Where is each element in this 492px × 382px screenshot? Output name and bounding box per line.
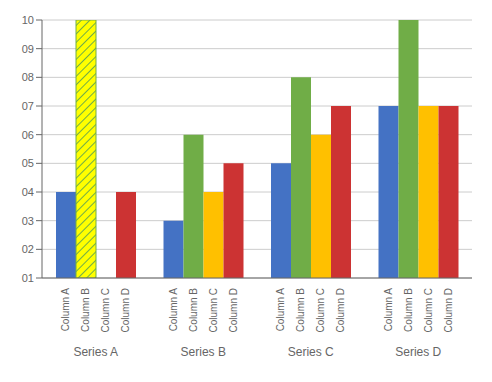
svg-text:Column B: Column B [403,288,414,332]
svg-text:Column D: Column D [228,288,239,332]
svg-text:Series C: Series C [288,345,334,359]
svg-text:10: 10 [22,14,34,26]
svg-text:09: 09 [22,43,34,55]
svg-text:Column A: Column A [275,288,286,332]
svg-text:Column A: Column A [168,288,179,332]
svg-text:Series D: Series D [395,345,441,359]
svg-text:Column B: Column B [295,288,306,332]
svg-text:Column B: Column B [80,288,91,332]
svg-text:Column A: Column A [383,288,394,332]
svg-text:Column D: Column D [335,288,346,332]
svg-text:Column C: Column C [423,288,434,332]
svg-text:Column B: Column B [188,288,199,332]
svg-text:Column C: Column C [208,288,219,332]
svg-text:Series B: Series B [181,345,226,359]
svg-text:05: 05 [22,157,34,169]
svg-text:Column C: Column C [100,288,111,332]
svg-text:04: 04 [22,186,34,198]
svg-text:03: 03 [22,215,34,227]
svg-text:02: 02 [22,243,34,255]
svg-text:07: 07 [22,100,34,112]
svg-text:01: 01 [22,272,34,284]
svg-text:Column D: Column D [120,288,131,332]
svg-text:Column A: Column A [60,288,71,332]
svg-text:Series A: Series A [73,345,118,359]
svg-text:08: 08 [22,71,34,83]
svg-text:Column D: Column D [443,288,454,332]
svg-text:06: 06 [22,129,34,141]
svg-text:Column C: Column C [315,288,326,332]
